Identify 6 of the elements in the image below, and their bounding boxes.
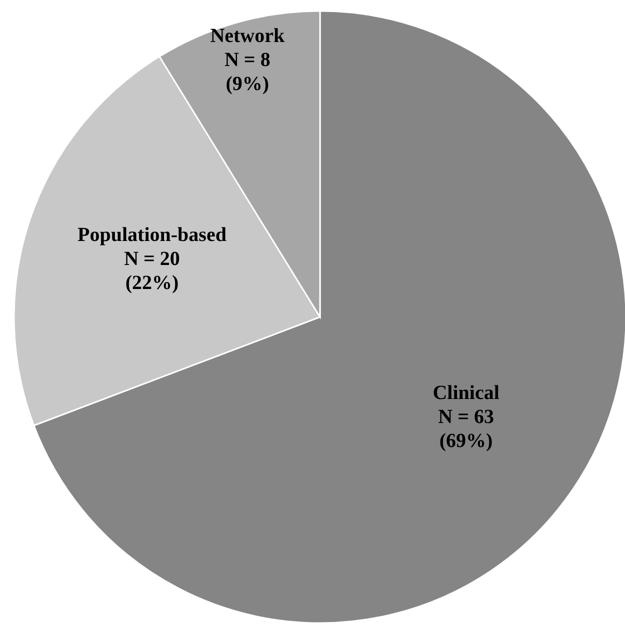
data-label: N = 63 (69%) bbox=[438, 405, 494, 452]
slice-label: Clinical bbox=[432, 381, 500, 404]
slice-label: Population-based bbox=[78, 223, 226, 246]
slice-label: Network bbox=[210, 24, 286, 46]
data-label: N = 20 (22%) bbox=[124, 247, 180, 294]
data-label: N = 8 (9%) bbox=[224, 48, 270, 94]
